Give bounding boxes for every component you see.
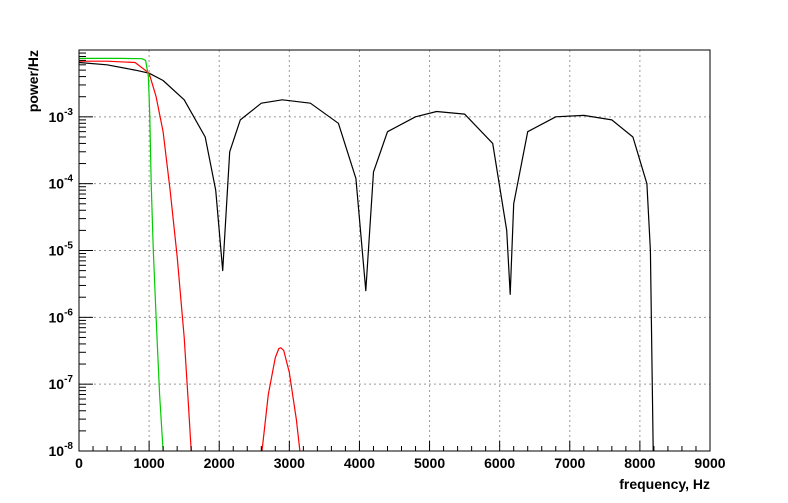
grid-lines <box>79 50 710 451</box>
red-series-line <box>79 60 192 452</box>
green-series-line <box>79 57 164 452</box>
y-tick-labels: 10-8 10-7 10-6 10-5 10-4 10-3 <box>49 107 74 459</box>
y-tick-label: 10-6 <box>49 307 74 325</box>
x-tick-label: 9000 <box>694 455 725 471</box>
x-tick-label: 8000 <box>624 455 655 471</box>
y-tick-label: 10-7 <box>49 374 74 392</box>
y-tick-label: 10-4 <box>49 174 74 192</box>
x-tick-label: 4000 <box>344 455 375 471</box>
x-tick-label: 5000 <box>414 455 445 471</box>
black-series-line <box>78 61 654 452</box>
x-axis-title: frequency, Hz <box>619 476 710 492</box>
x-tick-labels: 0 1000 2000 3000 4000 5000 6000 7000 8000 9000 <box>75 455 726 471</box>
y-tick-label: 10-3 <box>49 107 74 125</box>
x-tick-label: 0 <box>75 455 83 471</box>
x-tick-label: 2000 <box>204 455 235 471</box>
series-layer <box>78 57 654 452</box>
y-tick-label: 10-8 <box>49 441 74 459</box>
axis-ticks <box>78 52 711 452</box>
x-tick-label: 7000 <box>554 455 585 471</box>
red-series-line <box>261 347 301 452</box>
x-tick-label: 6000 <box>484 455 515 471</box>
x-tick-label: 1000 <box>134 455 165 471</box>
y-axis-title: power/Hz <box>25 50 41 112</box>
x-tick-label: 3000 <box>274 455 305 471</box>
y-tick-label: 10-5 <box>49 241 74 259</box>
